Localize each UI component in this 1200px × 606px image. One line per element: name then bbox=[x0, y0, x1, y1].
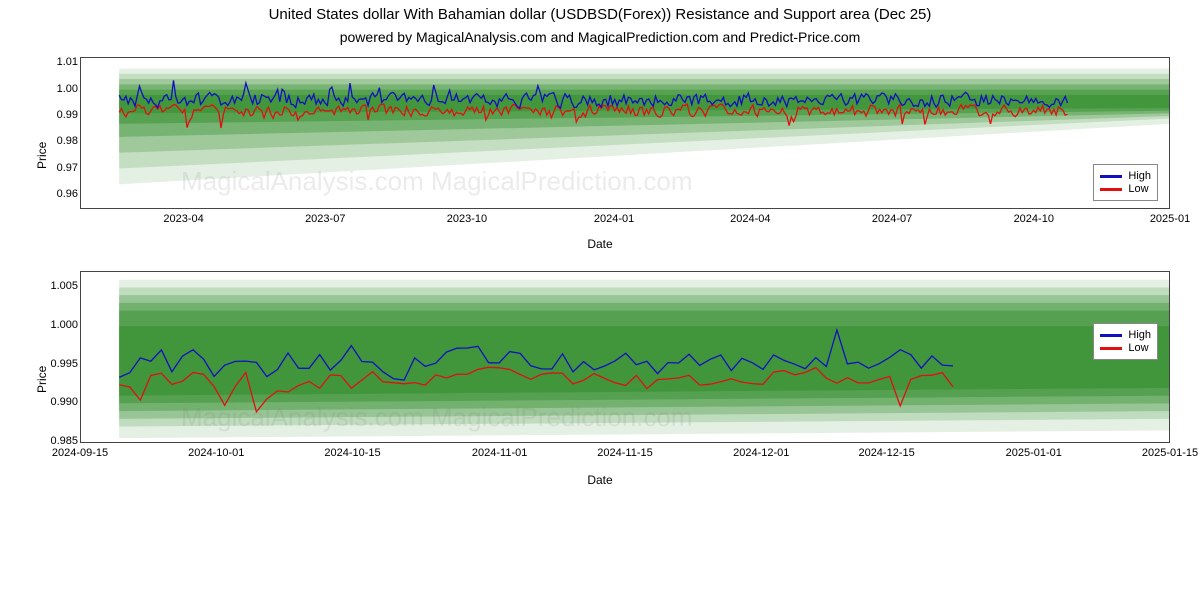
xtick: 2024-07 bbox=[857, 213, 927, 225]
ytick: 0.98 bbox=[40, 135, 78, 147]
xtick: 2024-10 bbox=[999, 213, 1069, 225]
ytick: 0.990 bbox=[40, 396, 78, 408]
xtick: 2023-07 bbox=[290, 213, 360, 225]
legend-low-label: Low bbox=[1128, 183, 1148, 195]
xtick: 2024-04 bbox=[715, 213, 785, 225]
ytick: 0.995 bbox=[40, 358, 78, 370]
ytick: 1.01 bbox=[40, 56, 78, 68]
bot-plot-area: MagicalAnalysis.com MagicalPrediction.co… bbox=[80, 271, 1170, 443]
ytick: 0.96 bbox=[40, 188, 78, 200]
main-title: United States dollar With Bahamian dolla… bbox=[0, 6, 1200, 23]
legend-high-swatch-b bbox=[1100, 334, 1122, 337]
ylabel-bot: Price bbox=[35, 366, 49, 393]
top-plot-area: MagicalAnalysis.com MagicalPrediction.co… bbox=[80, 57, 1170, 209]
xtick: 2023-10 bbox=[432, 213, 502, 225]
xlabel-top: Date bbox=[0, 237, 1200, 251]
top-chart: Price MagicalAnalysis.com MagicalPredict… bbox=[0, 49, 1200, 259]
ytick: 0.985 bbox=[40, 435, 78, 447]
bottom-chart: Price MagicalAnalysis.com MagicalPredict… bbox=[0, 263, 1200, 495]
legend-high-label: High bbox=[1128, 170, 1151, 182]
legend-high-swatch bbox=[1100, 175, 1122, 178]
legend-high-label-b: High bbox=[1128, 329, 1151, 341]
xtick: 2024-09-15 bbox=[45, 447, 115, 459]
xtick: 2024-12-15 bbox=[852, 447, 922, 459]
ytick: 1.00 bbox=[40, 83, 78, 95]
subtitle: powered by MagicalAnalysis.com and Magic… bbox=[0, 29, 1200, 45]
xtick: 2025-01-01 bbox=[999, 447, 1069, 459]
xlabel-bot: Date bbox=[0, 473, 1200, 487]
xtick: 2024-11-15 bbox=[590, 447, 660, 459]
legend-low-swatch bbox=[1100, 188, 1122, 191]
xtick: 2025-01 bbox=[1135, 213, 1200, 225]
legend-bot: High Low bbox=[1093, 323, 1158, 360]
legend-low-label-b: Low bbox=[1128, 342, 1148, 354]
ytick: 1.000 bbox=[40, 319, 78, 331]
bot-line-svg bbox=[81, 272, 1170, 442]
top-line-svg bbox=[81, 58, 1170, 208]
xtick: 2023-04 bbox=[149, 213, 219, 225]
xtick: 2024-01 bbox=[579, 213, 649, 225]
xtick: 2024-10-01 bbox=[181, 447, 251, 459]
ytick: 0.99 bbox=[40, 109, 78, 121]
xtick: 2024-12-01 bbox=[726, 447, 796, 459]
legend-top: High Low bbox=[1093, 164, 1158, 201]
xtick: 2024-11-01 bbox=[465, 447, 535, 459]
xtick: 2025-01-15 bbox=[1135, 447, 1200, 459]
legend-low-swatch-b bbox=[1100, 347, 1122, 350]
ytick: 0.97 bbox=[40, 162, 78, 174]
xtick: 2024-10-15 bbox=[318, 447, 388, 459]
ytick: 1.005 bbox=[40, 280, 78, 292]
